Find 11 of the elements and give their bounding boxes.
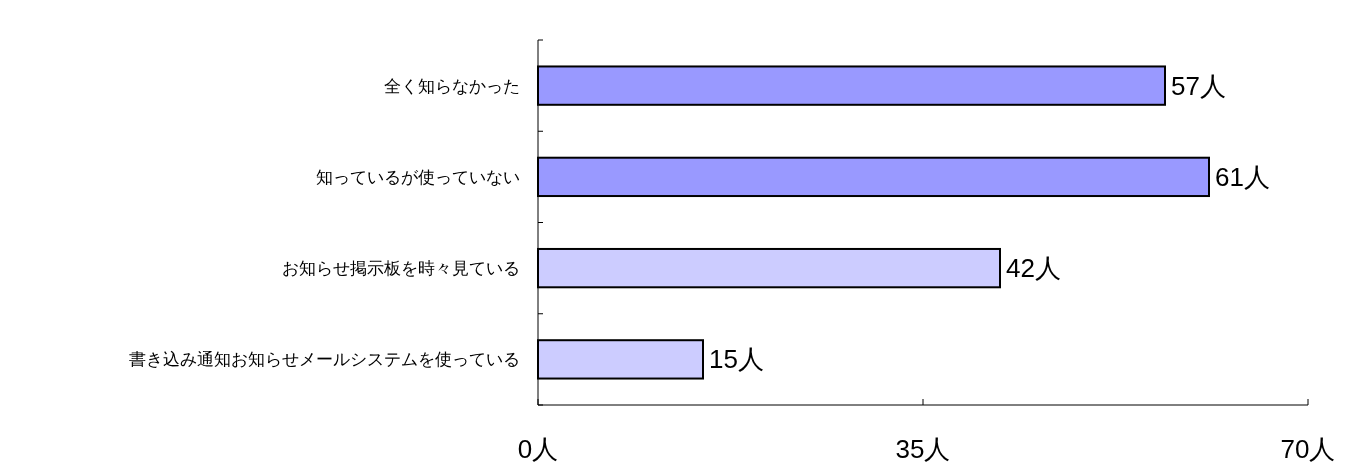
data-label: 42人: [1006, 253, 1061, 284]
x-tick-label: 70人: [1280, 434, 1336, 464]
y-tick-label: 知っているが使っていない: [316, 167, 520, 187]
x-tick-label: 35人: [895, 434, 951, 464]
x-tick-label: 0人: [517, 434, 559, 464]
data-label: 15人: [709, 344, 764, 375]
y-tick-label: 全く知らなかった: [384, 76, 520, 96]
data-label: 57人: [1171, 70, 1226, 101]
data-label: 61人: [1215, 161, 1270, 192]
y-tick-label: お知らせ掲示板を時々見ている: [282, 259, 520, 279]
y-tick-label: 書き込み通知お知らせメールシステムを使っている: [129, 350, 520, 370]
